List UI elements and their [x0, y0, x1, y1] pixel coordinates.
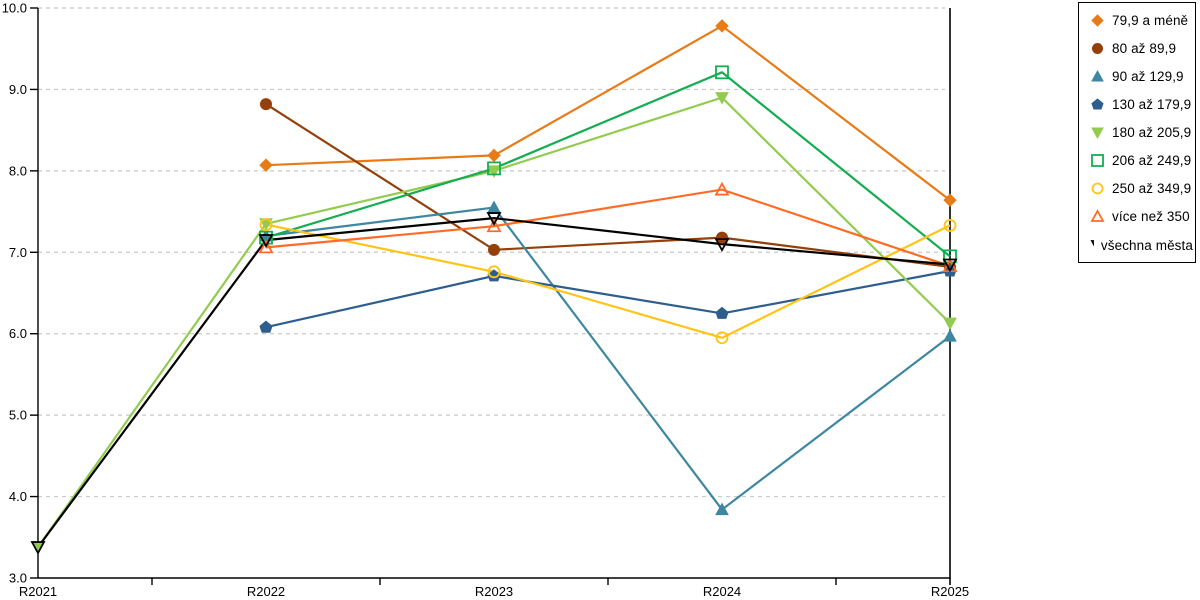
y-axis-tick-label: 6.0 [9, 326, 27, 341]
x-axis-tick-label: R2025 [931, 584, 969, 599]
marker-triangle-up-icon [943, 329, 957, 342]
series-line [265, 206, 951, 512]
y-axis-tick-label: 10.0 [2, 1, 27, 16]
series-line [265, 71, 951, 258]
legend-marker-diamond-icon [1091, 13, 1104, 27]
legend-label: 206 až 249,9 [1112, 153, 1192, 169]
marker-square-icon [259, 230, 273, 245]
marker-diamond-icon [943, 193, 957, 207]
marker-square-icon [715, 65, 729, 80]
marker-triangle-down-icon [30, 541, 46, 555]
series-line [265, 223, 951, 339]
marker-square-icon [1091, 154, 1104, 168]
legend-marker-pentagon-icon [1091, 98, 1104, 110]
marker-pentagon-icon [715, 306, 729, 319]
legend-marker-triangle-down-icon [1090, 239, 1094, 246]
legend-item: 206 až 249,9 [1090, 153, 1193, 169]
marker-circle-icon [260, 98, 272, 111]
legend-marker-circle-icon [1092, 42, 1103, 54]
legend-item: 130 až 179,9 [1090, 96, 1193, 112]
marker-diamond-icon [259, 158, 273, 172]
legend-label: více než 350 [1112, 209, 1190, 225]
legend-item: 80 až 89,9 [1090, 40, 1193, 56]
legend-marker-triangle-down-icon [1091, 127, 1104, 140]
legend-label: 90 až 129,9 [1112, 68, 1184, 84]
marker-triangle-up-icon [486, 218, 502, 233]
marker-triangle-up-icon [714, 181, 730, 196]
marker-triangle-down-icon [1090, 239, 1094, 246]
marker-triangle-up-icon [715, 502, 729, 516]
y-axis-tick-label: 3.0 [9, 571, 27, 586]
marker-triangle-up-icon [1091, 69, 1104, 82]
legend-box: 79,9 a méně 80 až 89,9 90 až 129,9 130 až 1… [1078, 2, 1196, 263]
y-axis-tick-label: 8.0 [9, 163, 27, 178]
x-axis-tick-label: R2021 [19, 584, 57, 599]
legend-item: všechna města [1090, 237, 1193, 253]
series-line [37, 216, 951, 548]
legend-item: 250 až 349,9 [1090, 181, 1193, 197]
legend-label: 250 až 349,9 [1112, 181, 1192, 197]
marker-triangle-down-icon [943, 317, 957, 331]
series-line [37, 96, 951, 548]
y-axis-tick-label: 4.0 [9, 489, 27, 504]
marker-triangle-down-icon [1091, 127, 1104, 140]
legend-item: 180 až 205,9 [1090, 125, 1193, 141]
marker-diamond-icon [715, 19, 729, 33]
marker-diamond-icon [1091, 13, 1104, 27]
marker-circle-icon [715, 331, 729, 345]
marker-pentagon-icon [259, 320, 273, 333]
marker-circle-icon [487, 265, 501, 279]
legend-label: 80 až 89,9 [1112, 40, 1177, 56]
marker-circle-icon [259, 218, 273, 232]
marker-triangle-down-icon [715, 92, 729, 105]
series-line [265, 24, 951, 202]
legend-label: všechna města [1100, 237, 1193, 253]
series-line [265, 269, 951, 329]
marker-triangle-down-icon [486, 212, 502, 226]
legend-marker-square-icon [1091, 154, 1104, 168]
legend-label: 130 až 179,9 [1112, 96, 1192, 112]
marker-triangle-down-icon [942, 258, 958, 273]
marker-circle-icon [943, 219, 957, 232]
marker-triangle-down-icon [487, 165, 501, 178]
legend-marker-circle-icon [1091, 182, 1104, 195]
marker-triangle-up-icon [258, 239, 274, 254]
legend-marker-triangle-up-icon [1091, 69, 1104, 82]
legend-label: 79,9 a méně [1112, 12, 1189, 28]
legend-item: 90 až 129,9 [1090, 68, 1193, 84]
legend-item: 79,9 a méně [1090, 12, 1193, 28]
marker-diamond-icon [487, 148, 501, 163]
marker-circle-icon [716, 231, 728, 244]
marker-square-icon [943, 249, 957, 264]
y-axis-tick-label: 5.0 [9, 408, 27, 423]
series-line [265, 103, 951, 268]
legend-item: více než 350 [1090, 209, 1193, 225]
marker-circle-icon [488, 243, 500, 256]
marker-triangle-down-icon [258, 234, 274, 248]
x-axis-tick-label: R2024 [703, 584, 741, 599]
x-axis-tick-label: R2023 [475, 584, 513, 599]
series-line [265, 188, 951, 268]
x-axis-tick-label: R2022 [247, 584, 285, 599]
marker-pentagon-icon [1091, 98, 1104, 110]
y-axis-tick-label: 9.0 [9, 82, 27, 97]
legend-label: 180 až 205,9 [1112, 125, 1192, 140]
y-axis-tick-label: 7.0 [9, 245, 27, 260]
marker-triangle-down-icon [714, 238, 730, 253]
marker-circle-icon [1091, 182, 1104, 195]
legend-marker-triangle-up-icon [1090, 209, 1105, 223]
marker-circle-icon [1092, 42, 1103, 54]
marker-triangle-up-icon [1090, 209, 1105, 223]
marker-square-icon [487, 161, 501, 176]
